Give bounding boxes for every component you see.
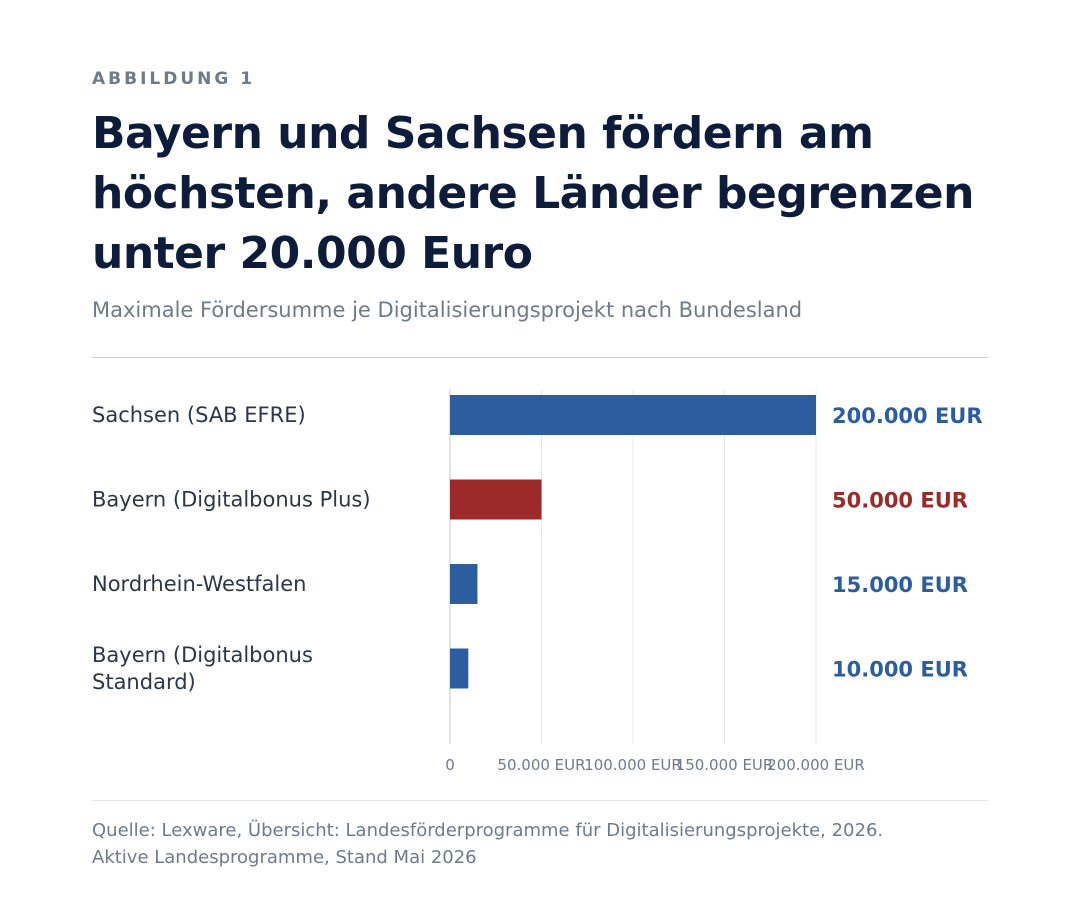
bar <box>450 479 542 520</box>
x-tick-label: 0 <box>445 756 455 774</box>
category-label: Bayern (Digitalbonus Plus) <box>92 488 371 512</box>
category-label-line: Nordrhein-Westfalen <box>92 572 306 596</box>
value-label: 200.000 EUR <box>832 404 983 428</box>
bar <box>450 564 478 604</box>
category-label: Nordrhein-Westfalen <box>92 572 306 596</box>
value-label: 50.000 EUR <box>832 489 968 513</box>
bar <box>450 395 816 435</box>
x-tick-label: 150.000 EUR <box>676 756 774 774</box>
value-label: 10.000 EUR <box>832 658 968 682</box>
category-label-line: Standard) <box>92 670 196 694</box>
footer-divider <box>92 800 988 801</box>
category-label-line: Bayern (Digitalbonus Plus) <box>92 488 371 512</box>
category-label-line: Sachsen (SAB EFRE) <box>92 403 306 427</box>
bar <box>450 648 469 689</box>
value-label: 15.000 EUR <box>832 573 968 597</box>
x-tick-label: 100.000 EUR <box>584 756 682 774</box>
category-label: Sachsen (SAB EFRE) <box>92 403 306 427</box>
source-line-1: Quelle: Lexware, Übersicht: Landesförder… <box>92 820 884 841</box>
bar-chart: Sachsen (SAB EFRE) 200.000 EUR Bayern (Dig… <box>92 390 983 774</box>
x-tick-label: 200.000 EUR <box>767 756 865 774</box>
header-divider <box>92 357 988 358</box>
category-label-line: Bayern (Digitalbonus <box>92 643 313 667</box>
x-tick-label: 50.000 EUR <box>497 756 585 774</box>
source-note: Quelle: Lexware, Übersicht: Landesförder… <box>92 817 1052 871</box>
chart-title: Bayern und Sachsen fördern am höchsten, … <box>92 108 974 279</box>
figure-kicker: ABBILDUNG 1 <box>92 69 256 89</box>
category-label: Bayern (Digitalbonus Standard) <box>92 643 313 694</box>
source-line-2: Aktive Landesprogramme, Stand Mai 2026 <box>92 847 477 868</box>
chart-subtitle: Maximale Fördersumme je Digitalisierungs… <box>92 298 803 322</box>
